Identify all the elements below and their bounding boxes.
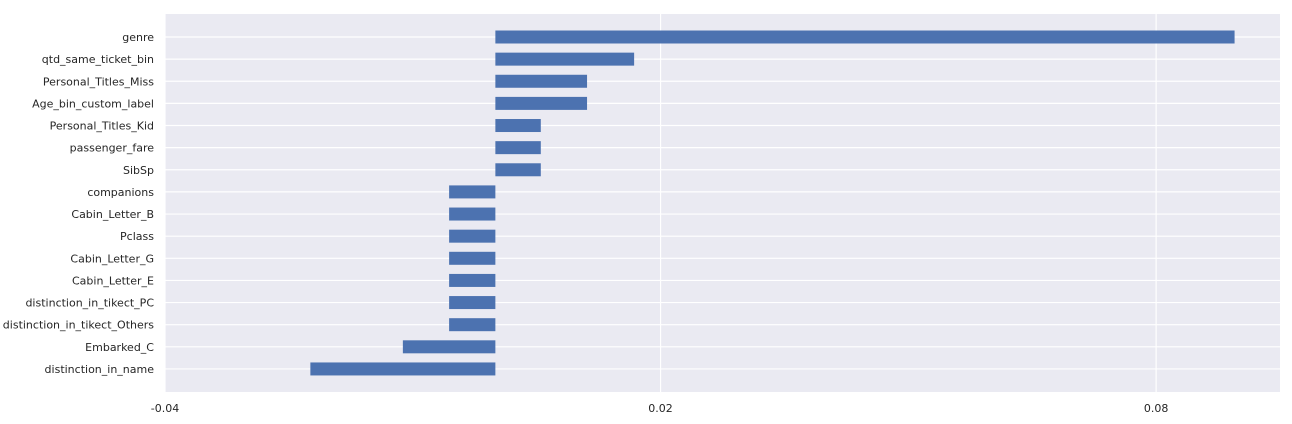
category-label: Personal_Titles_Miss xyxy=(43,75,154,88)
bar xyxy=(449,318,496,332)
bar xyxy=(449,207,496,221)
bar xyxy=(402,340,496,354)
x-tick-label: 0.08 xyxy=(1144,402,1169,415)
x-tick-label: -0.04 xyxy=(151,402,179,415)
category-label: Personal_Titles_Kid xyxy=(50,120,154,133)
bar xyxy=(449,273,496,287)
bar xyxy=(449,229,496,243)
grid-layer xyxy=(164,14,1280,392)
x-tick-labels: -0.04 0.02 0.08 xyxy=(151,402,1169,415)
bar-layer xyxy=(310,30,1235,376)
category-label: Age_bin_custom_label xyxy=(32,97,154,110)
bar xyxy=(310,362,496,376)
bar xyxy=(495,119,541,133)
category-label: companions xyxy=(87,186,154,199)
category-label: SibSp xyxy=(123,164,154,177)
plot-background xyxy=(165,14,1280,392)
x-tick-label: 0.02 xyxy=(648,402,673,415)
category-label: Cabin_Letter_G xyxy=(70,252,154,265)
category-label: passenger_fare xyxy=(70,142,155,155)
bar xyxy=(495,141,541,155)
bar xyxy=(495,52,635,66)
category-labels: genre qtd_same_ticket_bin Personal_Titles_… xyxy=(3,31,155,376)
category-label: Pclass xyxy=(120,230,154,243)
category-label: genre xyxy=(122,31,154,44)
category-label: Cabin_Letter_E xyxy=(72,274,154,287)
category-label: distinction_in_tikect_Others xyxy=(3,319,154,332)
bar xyxy=(495,74,588,88)
bar xyxy=(449,185,496,199)
category-label: distinction_in_tikect_PC xyxy=(25,297,154,310)
bar xyxy=(495,96,588,110)
category-label: Cabin_Letter_B xyxy=(71,208,154,221)
bar xyxy=(449,296,496,310)
category-label: distinction_in_name xyxy=(45,363,155,376)
bar xyxy=(495,163,541,177)
category-label: Embarked_C xyxy=(85,341,154,354)
category-label: qtd_same_ticket_bin xyxy=(42,53,154,66)
bar xyxy=(495,30,1235,44)
bar xyxy=(449,251,496,265)
